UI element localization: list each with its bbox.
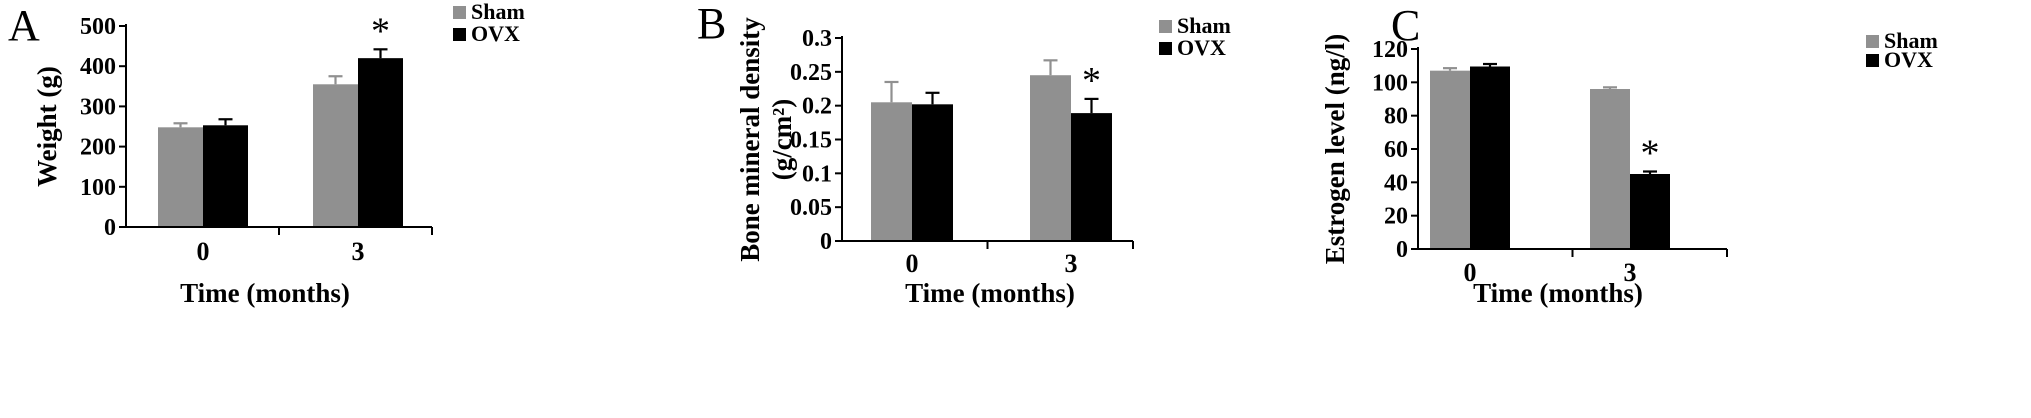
- y-tick-label: 0: [820, 229, 832, 255]
- bar-sham-0: [1430, 70, 1470, 250]
- bar-sham-3: [1030, 75, 1071, 241]
- legend-swatch-ovx: [1159, 42, 1172, 55]
- x-category-label: 0: [906, 249, 919, 278]
- y-tick-label: 60: [1384, 137, 1408, 163]
- bar-ovx-0: [1470, 66, 1510, 249]
- significance-star: *: [371, 10, 390, 52]
- bar-ovx-3: [1071, 113, 1112, 241]
- y-tick-label: 0.15: [790, 128, 832, 154]
- bar-sham-0: [158, 127, 203, 227]
- y-axis-title: Estrogen level (ng/l): [1320, 34, 1350, 264]
- x-axis-title: Time (months): [180, 278, 350, 308]
- legend-swatch-sham: [1159, 20, 1172, 33]
- legend-label-ovx: OVX: [1177, 35, 1226, 60]
- legend-label-sham: Sham: [1177, 13, 1231, 38]
- bar-sham-0: [871, 102, 912, 242]
- legend-swatch-sham: [1866, 35, 1879, 48]
- y-axis-title-units: (g/cm²): [767, 99, 797, 181]
- y-tick-label: 0.3: [802, 26, 832, 52]
- y-tick-label: 0.25: [790, 60, 832, 86]
- x-axis-title: Time (months): [905, 278, 1075, 308]
- bar-ovx-0: [203, 125, 248, 227]
- legend-label-ovx: OVX: [471, 21, 520, 46]
- bar-sham-3: [1590, 89, 1630, 249]
- bar-ovx-3: [358, 58, 403, 227]
- legend-label-sham: Sham: [1884, 28, 1938, 53]
- y-tick-label: 0.05: [790, 195, 832, 221]
- legend-swatch-sham: [453, 6, 466, 19]
- bar-sham-3: [313, 84, 358, 227]
- panel-letter: A: [8, 1, 40, 50]
- x-axis-title: Time (months): [1473, 278, 1643, 308]
- significance-star: *: [1082, 60, 1101, 102]
- y-tick-label: 20: [1384, 204, 1408, 230]
- y-tick-label: 120: [1372, 37, 1408, 63]
- x-category-label: 3: [352, 237, 365, 266]
- panel-letter: B: [697, 0, 726, 48]
- legend-label-sham: Sham: [471, 0, 525, 24]
- legend-swatch-ovx: [453, 28, 466, 41]
- y-tick-label: 0: [104, 215, 116, 241]
- bar-ovx-0: [912, 104, 953, 242]
- bar-ovx-3: [1630, 174, 1670, 249]
- legend-label-ovx: OVX: [1884, 47, 1933, 72]
- x-category-label: 0: [1464, 258, 1477, 287]
- y-tick-label: 80: [1384, 104, 1408, 130]
- y-tick-label: 400: [80, 54, 116, 80]
- y-tick-label: 40: [1384, 170, 1408, 196]
- y-tick-label: 0.2: [802, 94, 832, 120]
- y-tick-label: 300: [80, 94, 116, 120]
- y-tick-label: 0: [1396, 237, 1408, 263]
- significance-star: *: [1641, 133, 1660, 175]
- x-category-label: 0: [197, 237, 210, 266]
- y-axis-title: Bone mineral density: [735, 17, 765, 262]
- y-tick-label: 0.1: [802, 161, 832, 187]
- y-axis-title: Weight (g): [32, 66, 62, 187]
- y-tick-label: 100: [80, 175, 116, 201]
- x-category-label: 3: [1065, 249, 1078, 278]
- legend-swatch-ovx: [1866, 54, 1879, 67]
- y-tick-label: 100: [1372, 70, 1408, 96]
- x-category-label: 3: [1624, 258, 1637, 287]
- panel-letter: C: [1391, 1, 1420, 50]
- y-tick-label: 500: [80, 14, 116, 40]
- y-tick-label: 200: [80, 135, 116, 161]
